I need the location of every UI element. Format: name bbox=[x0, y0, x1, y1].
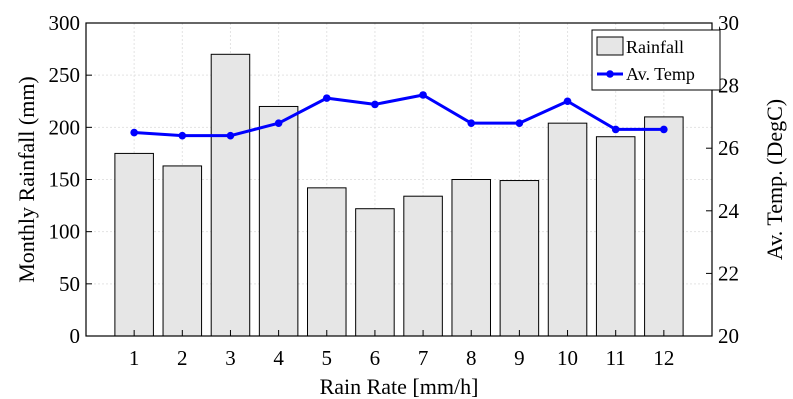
rainfall-bar bbox=[307, 187, 347, 337]
x-tick-label: 1 bbox=[129, 346, 140, 370]
temperature-point bbox=[274, 119, 283, 127]
temperature-point bbox=[130, 128, 138, 137]
x-tick-label: 9 bbox=[514, 346, 525, 370]
left-y-axis-label: Monthly Rainfall (mm) bbox=[14, 76, 39, 283]
rainfall-bar bbox=[403, 195, 443, 337]
temperature-line bbox=[130, 91, 668, 140]
temperature-point bbox=[660, 125, 668, 134]
x-tick-label: 3 bbox=[225, 346, 236, 370]
rainfall-bar bbox=[499, 180, 540, 337]
rainfall-bars bbox=[114, 53, 684, 337]
temperature-point bbox=[515, 119, 524, 127]
legend-rainfall-swatch bbox=[596, 36, 624, 56]
temperature-point bbox=[322, 94, 331, 102]
right-y-tick-label: 20 bbox=[718, 324, 739, 348]
right-y-tick-label: 22 bbox=[718, 261, 739, 285]
rainfall-bar bbox=[451, 179, 491, 337]
rainfall-bar bbox=[595, 136, 636, 337]
x-tick-label: 10 bbox=[557, 346, 578, 370]
right-y-tick-label: 30 bbox=[718, 11, 739, 35]
right-y-tick-label: 28 bbox=[718, 74, 739, 98]
left-y-tick-label: 50 bbox=[59, 272, 80, 296]
temperature-point bbox=[419, 91, 427, 99]
temperature-point bbox=[563, 97, 572, 106]
legend-rainfall-label: Rainfall bbox=[626, 37, 684, 57]
x-tick-label: 6 bbox=[370, 346, 381, 370]
right-y-axis-label: Av. Temp. (DegC) bbox=[762, 99, 787, 260]
x-axis-label: Rain Rate [mm/h] bbox=[320, 374, 479, 399]
x-tick-label: 7 bbox=[418, 346, 429, 370]
temperature-point bbox=[467, 119, 476, 127]
left-y-tick-label: 0 bbox=[70, 324, 81, 348]
temperature-point bbox=[371, 100, 379, 109]
rainfall-bar bbox=[258, 105, 299, 337]
left-y-tick-label: 200 bbox=[49, 115, 81, 139]
temperature-polyline bbox=[134, 93, 664, 138]
rainfall-bar bbox=[114, 152, 154, 337]
rainfall-bar bbox=[547, 122, 588, 337]
rainfall-bar bbox=[644, 116, 684, 337]
rainfall-bar bbox=[355, 208, 395, 337]
x-tick-label: 11 bbox=[606, 346, 626, 370]
legend-temperature-marker bbox=[606, 70, 614, 78]
left-y-tick-label: 250 bbox=[49, 63, 81, 87]
rainfall-bar bbox=[162, 165, 203, 337]
temperature-point bbox=[178, 131, 187, 140]
rainfall-bar bbox=[210, 53, 251, 337]
right-y-tick-label: 26 bbox=[718, 136, 739, 160]
left-y-tick-label: 300 bbox=[49, 11, 81, 35]
x-tick-label: 8 bbox=[466, 346, 477, 370]
left-y-tick-label: 100 bbox=[49, 220, 81, 244]
temperature-point bbox=[226, 131, 235, 140]
legend: Rainfall Av. Temp bbox=[591, 29, 721, 91]
temperature-point bbox=[611, 125, 620, 134]
legend-temperature-label: Av. Temp bbox=[626, 64, 695, 84]
left-y-tick-label: 150 bbox=[49, 168, 81, 192]
x-tick-label: 4 bbox=[273, 346, 284, 370]
x-tick-label: 5 bbox=[322, 346, 333, 370]
x-tick-label: 2 bbox=[177, 346, 188, 370]
x-tick-label: 12 bbox=[653, 346, 674, 370]
right-y-tick-label: 24 bbox=[718, 199, 740, 223]
